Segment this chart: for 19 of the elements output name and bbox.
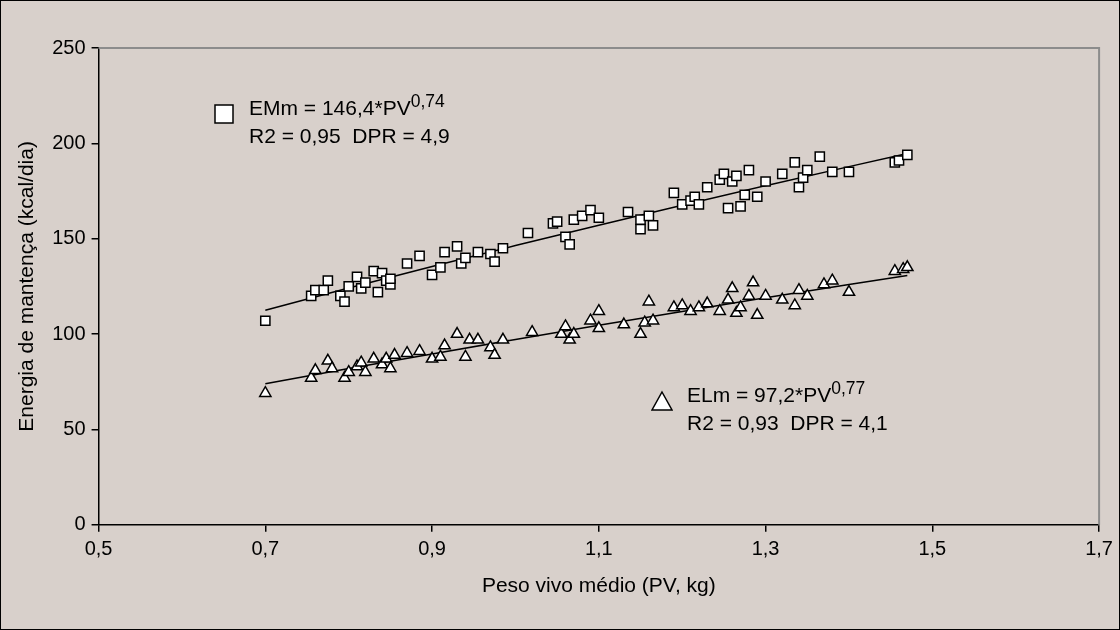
x-tick-label: 1,7 [1085, 537, 1113, 560]
annotation: R2 = 0,93 DPR = 4,1 [687, 410, 888, 436]
y-axis-title: Energia de mantença (kcal/dia) [14, 141, 38, 432]
x-tick-label: 0,7 [251, 537, 280, 560]
annotation: R2 = 0,95 DPR = 4,9 [249, 123, 450, 149]
legend-label: EMm = 146,4*PV$^{0,74}$ [249, 90, 446, 121]
x-tick-label: 1,1 [584, 537, 613, 560]
y-tick-label: 200 [52, 130, 86, 153]
x-tick-label: 0,5 [84, 537, 113, 560]
x-axis-title: Peso vivo médio (PV, kg) [481, 573, 716, 597]
x-tick-label: 0,9 [418, 537, 446, 560]
x-tick-label: 1,3 [751, 537, 780, 560]
x-tick-label: 1,5 [918, 537, 947, 560]
y-tick-label: 150 [52, 226, 86, 249]
y-tick-label: 0 [74, 512, 86, 535]
y-tick-label: 50 [63, 416, 86, 439]
legend-label: ELm = 97,2*PV$^{0,77}$ [687, 377, 867, 408]
y-tick-label: 100 [52, 321, 86, 344]
y-tick-label: 250 [52, 35, 86, 58]
